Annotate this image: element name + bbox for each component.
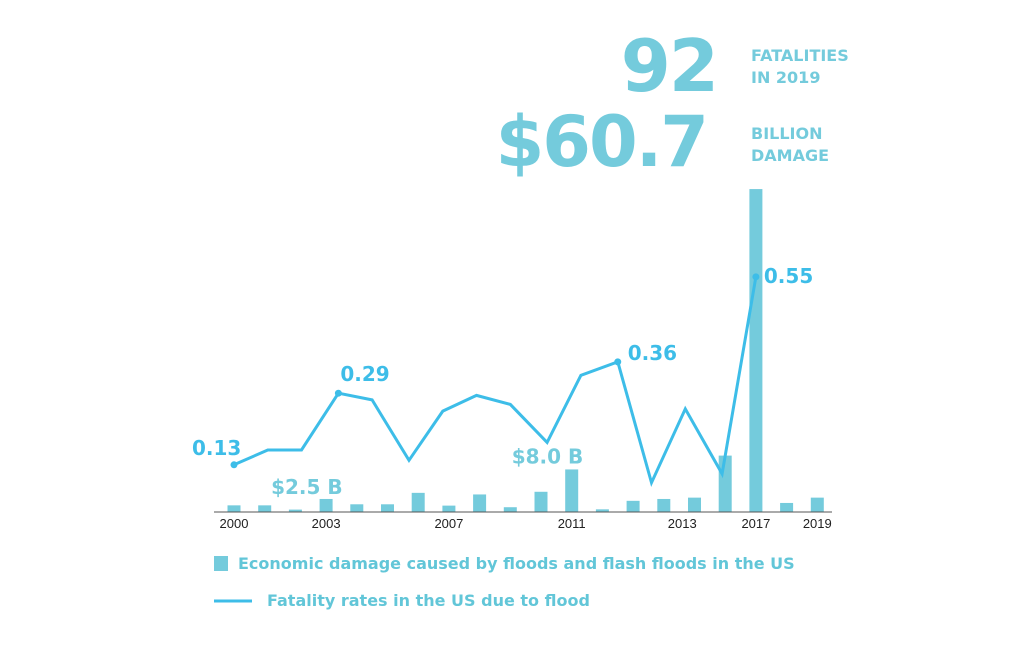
bar-2013 <box>626 500 640 512</box>
line-point-marker <box>752 273 760 281</box>
bar-2014 <box>657 498 671 512</box>
bar-2000 <box>227 505 241 512</box>
bar-2001 <box>258 505 272 512</box>
data-label: 0.29 <box>340 362 389 386</box>
fatalities-value: 92 <box>620 24 719 108</box>
damage-value: $60.7 <box>495 101 709 183</box>
bar-2004 <box>350 504 364 512</box>
bar-2002 <box>288 509 302 512</box>
fatalities-label-2: IN 2019 <box>751 68 821 87</box>
bar-2005 <box>381 504 394 512</box>
damage-label-2: DAMAGE <box>751 146 830 165</box>
fatality-line <box>233 276 758 488</box>
legend-line-label: Fatality rates in the US due to flood <box>267 591 590 610</box>
x-tick-label: 2019 <box>803 516 832 531</box>
x-tick-label: 2013 <box>668 516 697 531</box>
bar-2019 <box>810 497 824 512</box>
bar-2015 <box>688 497 701 512</box>
line-point-marker <box>334 389 342 397</box>
bar-2008 <box>473 494 487 512</box>
line-point-marker <box>230 461 238 469</box>
bar-2003 <box>319 498 333 512</box>
bar-2017 <box>749 189 763 513</box>
data-label: 0.55 <box>764 264 813 288</box>
x-tick-label: 2003 <box>312 516 341 531</box>
line-point-marker <box>614 358 622 366</box>
bar-2012 <box>595 509 609 512</box>
x-tick-label: 2017 <box>741 516 770 531</box>
x-tick-label: 2011 <box>558 516 586 531</box>
bar-2007 <box>442 505 456 512</box>
data-label: 0.13 <box>192 436 241 460</box>
legend-bar-swatch <box>214 556 228 571</box>
legend-bar-label: Economic damage caused by floods and fla… <box>238 554 795 573</box>
data-label: $8.0 B <box>512 444 584 468</box>
data-label: 0.36 <box>628 341 677 365</box>
bar-2006 <box>411 492 425 512</box>
bar-2018 <box>780 502 794 512</box>
bar-2011 <box>565 469 579 512</box>
x-tick-label: 2000 <box>220 516 249 531</box>
damage-label-1: BILLION <box>751 124 823 143</box>
bar-2010 <box>534 491 548 512</box>
x-tick-label: 2007 <box>434 516 463 531</box>
fatalities-label-1: FATALITIES <box>751 46 849 65</box>
bar-2009 <box>503 507 517 512</box>
data-label: $2.5 B <box>271 475 343 499</box>
